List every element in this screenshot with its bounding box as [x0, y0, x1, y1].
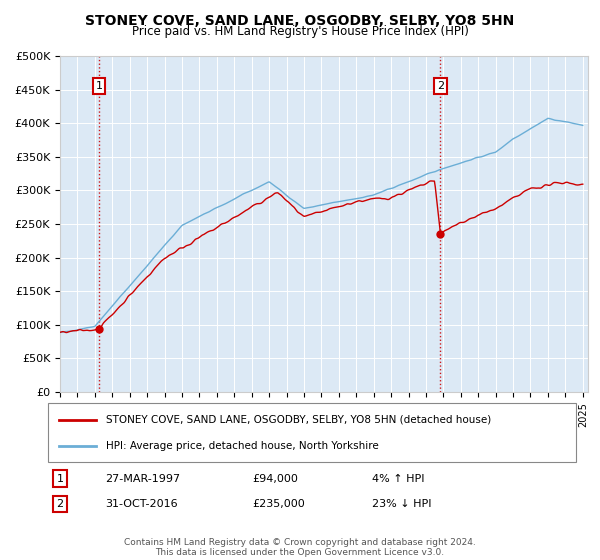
Text: STONEY COVE, SAND LANE, OSGODBY, SELBY, YO8 5HN (detached house): STONEY COVE, SAND LANE, OSGODBY, SELBY, … [106, 414, 491, 424]
FancyBboxPatch shape [48, 403, 576, 462]
Text: £235,000: £235,000 [252, 499, 305, 509]
Text: £94,000: £94,000 [252, 474, 298, 484]
Text: 4% ↑ HPI: 4% ↑ HPI [372, 474, 425, 484]
Text: 23% ↓ HPI: 23% ↓ HPI [372, 499, 431, 509]
Text: 2: 2 [56, 499, 64, 509]
Text: 31-OCT-2016: 31-OCT-2016 [105, 499, 178, 509]
Text: STONEY COVE, SAND LANE, OSGODBY, SELBY, YO8 5HN: STONEY COVE, SAND LANE, OSGODBY, SELBY, … [85, 14, 515, 28]
Text: 2: 2 [437, 81, 444, 91]
Text: 1: 1 [95, 81, 103, 91]
Text: Contains HM Land Registry data © Crown copyright and database right 2024.
This d: Contains HM Land Registry data © Crown c… [124, 538, 476, 557]
Text: Price paid vs. HM Land Registry's House Price Index (HPI): Price paid vs. HM Land Registry's House … [131, 25, 469, 38]
Text: 27-MAR-1997: 27-MAR-1997 [105, 474, 180, 484]
Text: HPI: Average price, detached house, North Yorkshire: HPI: Average price, detached house, Nort… [106, 441, 379, 451]
Text: 1: 1 [56, 474, 64, 484]
